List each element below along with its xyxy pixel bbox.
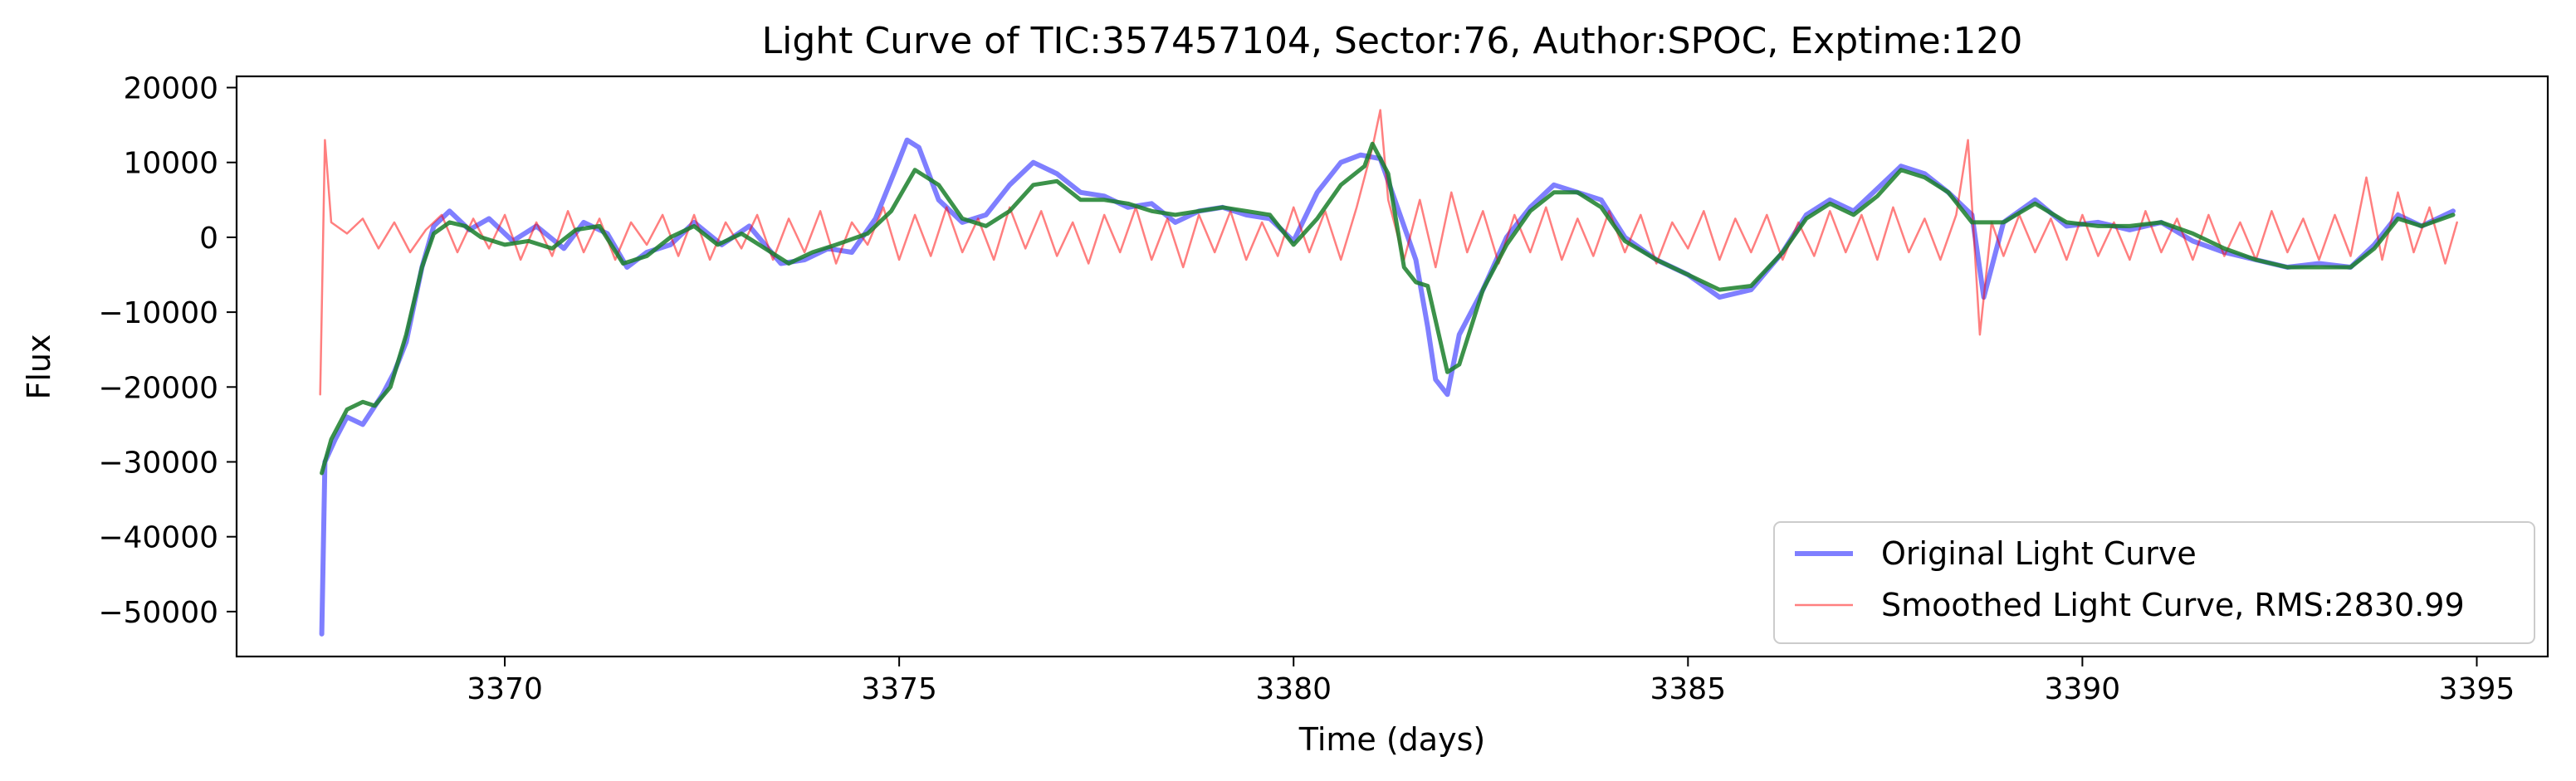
- plot-area: [235, 75, 2549, 658]
- y-tick-label: 10000: [123, 147, 218, 181]
- y-tick-label: −40000: [98, 521, 218, 555]
- trend-line: [320, 141, 2456, 476]
- y-axis: 20000 10000 0 −10000 −20000 −30000 −40000 −5000…: [98, 72, 237, 630]
- x-tick-label: 3390: [2045, 672, 2121, 706]
- y-tick-label: −50000: [98, 596, 218, 630]
- x-tick-label: 3385: [1650, 672, 1727, 706]
- y-tick-label: −20000: [98, 371, 218, 405]
- x-axis-label: Time (days): [1298, 721, 1485, 758]
- plot-frame: [235, 75, 2549, 658]
- smoothed-light-curve-line: [319, 109, 2458, 396]
- y-axis-label: Flux: [21, 334, 57, 400]
- legend: Original Light Curve Smoothed Light Curv…: [1773, 521, 2535, 644]
- x-axis: 3370 3375 3380 3385 3390 3395: [467, 657, 2515, 706]
- y-tick-label: −30000: [98, 446, 218, 480]
- y-tick-label: 20000: [123, 72, 218, 106]
- legend-box: [1773, 521, 2535, 644]
- legend-label-smoothed: Smoothed Light Curve, RMS:2830.99: [1881, 587, 2465, 623]
- x-tick-label: 3370: [467, 672, 543, 706]
- legend-label-original: Original Light Curve: [1881, 535, 2197, 572]
- y-tick-label: −10000: [98, 296, 218, 330]
- x-tick-label: 3395: [2439, 672, 2515, 706]
- chart-title: Light Curve of TIC:357457104, Sector:76,…: [762, 20, 2023, 62]
- x-tick-label: 3375: [861, 672, 937, 706]
- y-tick-label: 0: [199, 222, 218, 256]
- series-layer: [319, 109, 2458, 637]
- x-tick-label: 3380: [1255, 672, 1332, 706]
